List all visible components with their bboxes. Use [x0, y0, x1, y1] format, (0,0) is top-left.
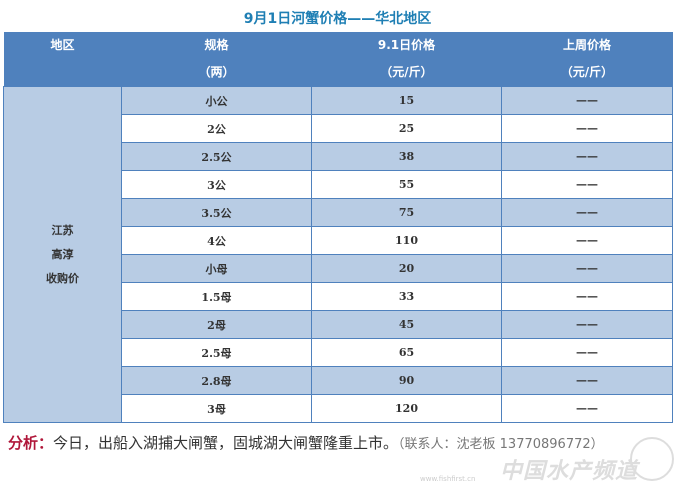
cell-last: ——	[501, 170, 673, 199]
table-row: 3.5公 75 ——	[4, 198, 673, 227]
cell-last: ——	[501, 282, 673, 311]
table-row: 小母 20 ——	[4, 254, 673, 283]
table-row: 江苏 高淳 收购价 小公 15 ——	[3, 86, 673, 423]
page-title: 9月1日河蟹价格——华北地区	[243, 11, 432, 27]
cell-last: ——	[501, 226, 673, 255]
analysis-text: 今日，出船入湖捕大闸蟹，固城湖大闸蟹隆重上市。	[53, 434, 399, 452]
table-header: 地区 规格 （两） 9.1日价格 （元/斤） 上周价格 （元/斤）	[3, 32, 673, 87]
table-row: 2.5公 38 ——	[4, 142, 673, 171]
header-region: 地区	[3, 32, 122, 87]
table-row: 4公 110 ——	[4, 226, 673, 255]
cell-price: 110	[311, 226, 502, 255]
price-table: 地区 规格 （两） 9.1日价格 （元/斤） 上周价格 （元/斤） 江苏 高淳 收购价 小公…	[3, 32, 673, 423]
cell-price: 33	[311, 282, 502, 311]
cell-price: 90	[311, 366, 502, 395]
cell-spec: 小公	[121, 86, 312, 115]
globe-logo-icon	[630, 437, 674, 481]
header-last-week: 上周价格 （元/斤）	[501, 32, 673, 87]
region-cell: 江苏 高淳 收购价	[3, 86, 122, 423]
cell-price: 120	[311, 394, 502, 423]
cell-last: ——	[501, 198, 673, 227]
table-row: 3母 120 ——	[4, 394, 673, 423]
watermark-url: www.fishfirst.cn	[420, 475, 476, 483]
header-price: 9.1日价格 （元/斤）	[311, 32, 502, 87]
cell-spec: 4公	[121, 226, 312, 255]
cell-price: 75	[311, 198, 502, 227]
cell-price: 38	[311, 142, 502, 171]
cell-spec: 2.5公	[121, 142, 312, 171]
region-line: 江苏	[51, 223, 74, 237]
cell-spec: 2.5母	[121, 338, 312, 367]
cell-spec: 2母	[121, 310, 312, 339]
cell-last: ——	[501, 366, 673, 395]
cell-price: 55	[311, 170, 502, 199]
cell-last: ——	[501, 310, 673, 339]
cell-last: ——	[501, 86, 673, 115]
cell-price: 15	[311, 86, 502, 115]
contact-info: （联系人：沈老板 13770896772）	[398, 437, 604, 452]
watermark-logo: 中国水产频道	[500, 459, 639, 484]
cell-last: ——	[501, 142, 673, 171]
cell-price: 25	[311, 114, 502, 143]
table-row: 2母 45 ——	[4, 310, 673, 339]
cell-spec: 1.5母	[121, 282, 312, 311]
cell-price: 45	[311, 310, 502, 339]
cell-last: ——	[501, 114, 673, 143]
cell-price: 20	[311, 254, 502, 283]
region-line: 收购价	[46, 271, 79, 285]
table-row: 2公 25 ——	[4, 114, 673, 143]
cell-spec: 小母	[121, 254, 312, 283]
table-row: 3公 55 ——	[4, 170, 673, 199]
header-spec: 规格 （两）	[121, 32, 312, 87]
cell-price: 65	[311, 338, 502, 367]
cell-spec: 3.5公	[121, 198, 312, 227]
cell-last: ——	[501, 394, 673, 423]
cell-spec: 2.8母	[121, 366, 312, 395]
cell-spec: 3母	[121, 394, 312, 423]
cell-spec: 2公	[121, 114, 312, 143]
analysis-label: 分析：	[8, 434, 54, 452]
cell-spec: 3公	[121, 170, 312, 199]
table-row: 2.5母 65 ——	[4, 338, 673, 367]
cell-last: ——	[501, 254, 673, 283]
cell-last: ——	[501, 338, 673, 367]
table-row: 2.8母 90 ——	[4, 366, 673, 395]
region-line: 高淳	[51, 247, 74, 261]
analysis-note: 分析：今日，出船入湖捕大闸蟹，固城湖大闸蟹隆重上市。（联系人：沈老板 13770…	[8, 433, 604, 453]
